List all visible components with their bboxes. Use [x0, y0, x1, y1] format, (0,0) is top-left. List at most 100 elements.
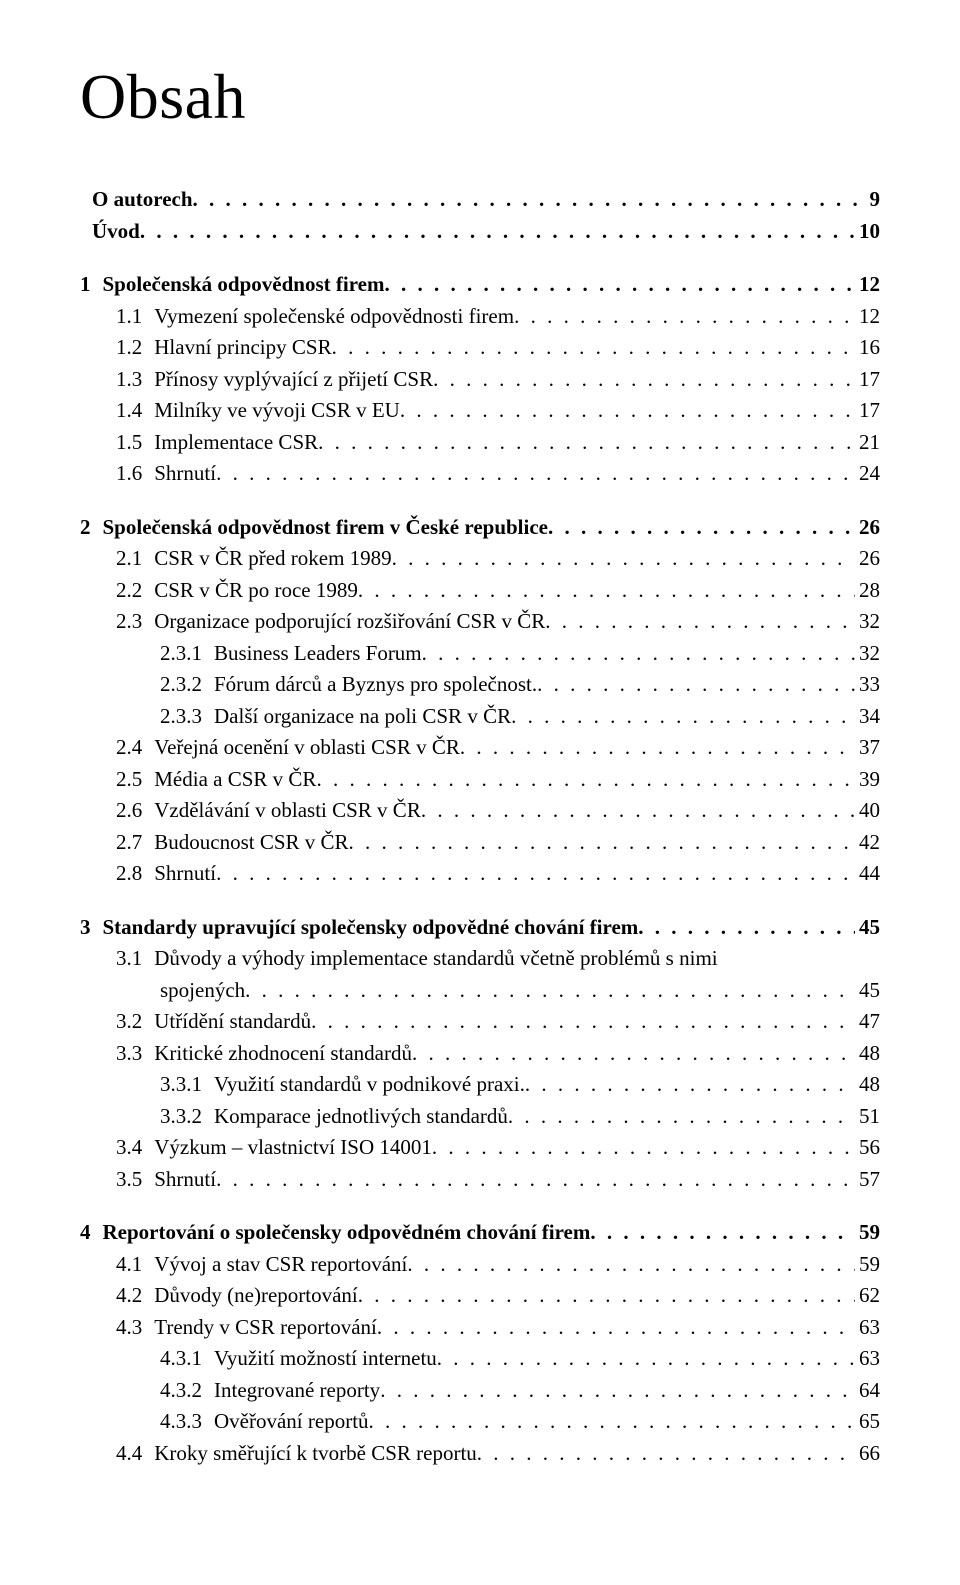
toc-entry: 2.3.1Business Leaders Forum32 — [80, 638, 880, 670]
toc-entry-page: 62 — [855, 1280, 880, 1312]
toc-entry-number: 1.3 — [116, 364, 154, 396]
toc-entry: O autorech 9 — [80, 184, 880, 216]
toc-entry-page: 24 — [855, 458, 880, 490]
toc-entry-label: Business Leaders Forum — [214, 638, 422, 670]
toc-leader-dots — [548, 512, 855, 544]
toc-entry-page: 39 — [855, 764, 880, 796]
toc-entry-label: Milníky ve vývoji CSR v EU — [154, 395, 400, 427]
toc-entry-number: 3.3.1 — [160, 1069, 214, 1101]
toc-gap — [80, 1195, 880, 1217]
toc-entry-page: 17 — [855, 395, 880, 427]
toc-leader-dots — [216, 458, 855, 490]
toc-leader-dots — [437, 1343, 855, 1375]
toc-entry-page: 48 — [855, 1069, 880, 1101]
page-title: Obsah — [80, 60, 880, 134]
toc-entry-number: 3.1 — [116, 943, 154, 975]
toc-entry-page: 47 — [855, 1006, 880, 1038]
toc-entry-label: CSR v ČR před rokem 1989 — [154, 543, 391, 575]
toc-entry-number: 1.1 — [116, 301, 154, 333]
toc-entry: 2.3.3Další organizace na poli CSR v ČR34 — [80, 701, 880, 733]
toc-entry-label: Standardy upravující společensky odpověd… — [103, 912, 639, 944]
toc-entry-label: Shrnutí — [154, 858, 216, 890]
toc-leader-dots — [590, 1217, 855, 1249]
toc-entry: 2.7Budoucnost CSR v ČR42 — [80, 827, 880, 859]
toc-entry-label: Společenská odpovědnost firem — [103, 269, 385, 301]
toc-entry-page: 17 — [855, 364, 880, 396]
toc-entry-label: Organizace podporující rozšiřování CSR v… — [154, 606, 545, 638]
toc-entry-number: 3.4 — [116, 1132, 154, 1164]
toc-entry-number: 4.3 — [116, 1312, 154, 1344]
toc-leader-dots — [545, 606, 855, 638]
toc-entry: spojených45 — [80, 975, 880, 1007]
toc-entry: 1.6Shrnutí24 — [80, 458, 880, 490]
toc-entry-label: Společenská odpovědnost firem v České re… — [103, 512, 549, 544]
toc-leader-dots — [412, 1038, 855, 1070]
toc-entry-page: 40 — [855, 795, 880, 827]
toc-entry: 2.4Veřejná ocenění v oblasti CSR v ČR37 — [80, 732, 880, 764]
toc-leader-dots — [460, 732, 855, 764]
toc-entry-label: Média a CSR v ČR — [154, 764, 316, 796]
toc-leader-dots — [358, 1280, 855, 1312]
toc-leader-dots — [400, 395, 855, 427]
toc-leader-dots — [407, 1249, 855, 1281]
toc-entry-number: 2.4 — [116, 732, 154, 764]
toc-entry: 3.3.1Využití standardů v podnikové praxi… — [80, 1069, 880, 1101]
toc-leader-dots — [508, 1101, 855, 1133]
toc-leader-dots — [392, 543, 855, 575]
toc-entry-label: Trendy v CSR reportování — [154, 1312, 377, 1344]
toc-entry-label: Budoucnost CSR v ČR — [154, 827, 348, 859]
toc-entry-page: 63 — [855, 1312, 880, 1344]
toc-entry-page: 9 — [866, 184, 881, 216]
toc-entry-page: 63 — [855, 1343, 880, 1375]
toc-entry-label: Utřídění standardů — [154, 1006, 311, 1038]
toc-entry-number: 3.3.2 — [160, 1101, 214, 1133]
toc-entry-number: 2.8 — [116, 858, 154, 890]
toc-entry: 2.8Shrnutí44 — [80, 858, 880, 890]
toc-entry-page: 59 — [855, 1249, 880, 1281]
toc-gap — [80, 247, 880, 269]
toc-entry-label: Hlavní principy CSR — [154, 332, 331, 364]
toc-entry: Úvod10 — [80, 216, 880, 248]
toc-entry-label: Implementace CSR — [154, 427, 318, 459]
toc-entry-label: Kritické zhodnocení standardů — [154, 1038, 412, 1070]
toc-leader-dots — [332, 332, 855, 364]
toc-leader-dots — [216, 858, 855, 890]
toc-entry-label: Úvod — [92, 216, 140, 248]
toc-entry-page: 34 — [855, 701, 880, 733]
toc-entry: 2.6Vzdělávání v oblasti CSR v ČR40 — [80, 795, 880, 827]
toc-entry-label: Využití standardů v podnikové praxi. — [214, 1069, 525, 1101]
toc-entry-number: 1.5 — [116, 427, 154, 459]
toc-entry: 2.5Média a CSR v ČR39 — [80, 764, 880, 796]
toc-entry-label: Výzkum – vlastnictví ISO 14001 — [154, 1132, 432, 1164]
toc-entry: 2.3.2Fórum dárců a Byznys pro společnost… — [80, 669, 880, 701]
toc-entry-number: 4.3.1 — [160, 1343, 214, 1375]
toc-entry: 4.3.1Využití možností internetu63 — [80, 1343, 880, 1375]
toc-entry-page: 26 — [855, 543, 880, 575]
toc-entry-number: 4.1 — [116, 1249, 154, 1281]
toc-entry-number: 4.2 — [116, 1280, 154, 1312]
toc-entry-label: Integrované reporty — [214, 1375, 380, 1407]
toc-leader-dots — [349, 827, 855, 859]
toc-entry-page: 12 — [855, 269, 880, 301]
toc-leader-dots — [433, 364, 855, 396]
toc-leader-dots — [369, 1406, 855, 1438]
toc-entry-label: O autorech — [92, 184, 193, 216]
toc-entry: 2.3Organizace podporující rozšiřování CS… — [80, 606, 880, 638]
toc-entry: 4.3Trendy v CSR reportování 63 — [80, 1312, 880, 1344]
toc-entry-label: Shrnutí — [154, 1164, 216, 1196]
toc-entry-page: 45 — [855, 975, 880, 1007]
toc-leader-dots — [193, 184, 866, 216]
toc-entry-number: 2.7 — [116, 827, 154, 859]
toc-leader-dots — [638, 912, 855, 944]
toc-entry-number: 3 — [80, 912, 103, 944]
toc-entry: 1.1Vymezení společenské odpovědnosti fir… — [80, 301, 880, 333]
toc-leader-dots — [358, 575, 855, 607]
toc-entry-label: Komparace jednotlivých standardů — [214, 1101, 508, 1133]
toc-entry: 4.3.3Ověřování reportů65 — [80, 1406, 880, 1438]
toc-entry-label: Další organizace na poli CSR v ČR — [214, 701, 511, 733]
toc-entry-page: 51 — [855, 1101, 880, 1133]
toc-entry: 3.4Výzkum – vlastnictví ISO 1400156 — [80, 1132, 880, 1164]
toc-entry: 3.5Shrnutí57 — [80, 1164, 880, 1196]
toc-entry-number: 2.3.2 — [160, 669, 214, 701]
toc-entry-page: 21 — [855, 427, 880, 459]
